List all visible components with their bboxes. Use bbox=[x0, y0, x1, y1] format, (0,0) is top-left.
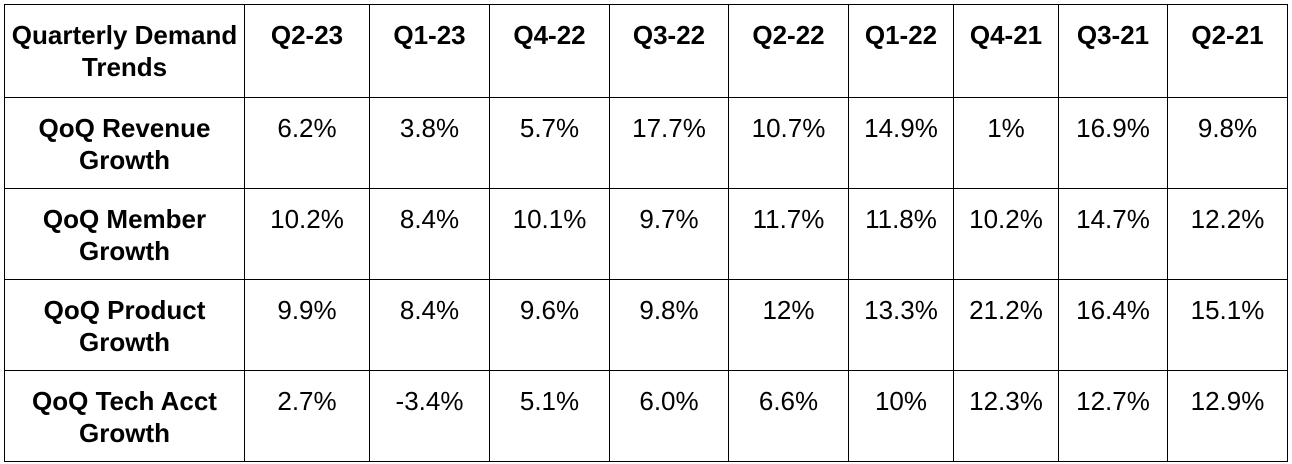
column-header: Q1-22 bbox=[848, 4, 954, 98]
table-row: QoQ Tech Acct Growth 2.7% -3.4% 5.1% 6.0… bbox=[4, 370, 1288, 462]
demand-trends-table-container: Quarterly Demand Trends Q2-23 Q1-23 Q4-2… bbox=[4, 4, 1288, 462]
table-cell: 10.2% bbox=[244, 188, 370, 280]
table-cell: 9.9% bbox=[244, 279, 370, 371]
table-cell: 9.8% bbox=[609, 279, 729, 371]
table-cell: 3.8% bbox=[369, 97, 490, 189]
table-row: QoQ Revenue Growth 6.2% 3.8% 5.7% 17.7% … bbox=[4, 97, 1288, 189]
table-cell: 16.4% bbox=[1058, 279, 1168, 371]
table-cell: 10.1% bbox=[489, 188, 610, 280]
table-cell: 6.2% bbox=[244, 97, 370, 189]
table-cell: 12.3% bbox=[953, 370, 1059, 462]
table-row: QoQ Product Growth 9.9% 8.4% 9.6% 9.8% 1… bbox=[4, 279, 1288, 371]
table-cell: 8.4% bbox=[369, 188, 490, 280]
column-header: Q4-21 bbox=[953, 4, 1059, 98]
table-cell: 9.8% bbox=[1167, 97, 1288, 189]
table-cell: 14.9% bbox=[848, 97, 954, 189]
row-label: QoQ Tech Acct Growth bbox=[4, 370, 245, 462]
table-cell: 9.7% bbox=[609, 188, 729, 280]
table-cell: 10.7% bbox=[728, 97, 849, 189]
column-header: Q4-22 bbox=[489, 4, 610, 98]
table-header-row: Quarterly Demand Trends Q2-23 Q1-23 Q4-2… bbox=[4, 4, 1288, 98]
table-cell: 21.2% bbox=[953, 279, 1059, 371]
table-cell: 14.7% bbox=[1058, 188, 1168, 280]
table-cell: -3.4% bbox=[369, 370, 490, 462]
table-cell: 11.8% bbox=[848, 188, 954, 280]
table-cell: 12.7% bbox=[1058, 370, 1168, 462]
column-header: Q3-21 bbox=[1058, 4, 1168, 98]
table-cell: 17.7% bbox=[609, 97, 729, 189]
table-cell: 15.1% bbox=[1167, 279, 1288, 371]
table-row: QoQ Member Growth 10.2% 8.4% 10.1% 9.7% … bbox=[4, 188, 1288, 280]
row-label: QoQ Revenue Growth bbox=[4, 97, 245, 189]
table-cell: 1% bbox=[953, 97, 1059, 189]
row-label: QoQ Product Growth bbox=[4, 279, 245, 371]
table-cell: 11.7% bbox=[728, 188, 849, 280]
table-cell: 13.3% bbox=[848, 279, 954, 371]
table-cell: 8.4% bbox=[369, 279, 490, 371]
table-cell: 12% bbox=[728, 279, 849, 371]
table-cell: 5.7% bbox=[489, 97, 610, 189]
table-cell: 2.7% bbox=[244, 370, 370, 462]
table-cell: 5.1% bbox=[489, 370, 610, 462]
corner-label: Quarterly Demand Trends bbox=[4, 4, 245, 98]
row-label: QoQ Member Growth bbox=[4, 188, 245, 280]
column-header: Q2-22 bbox=[728, 4, 849, 98]
table-cell: 10.2% bbox=[953, 188, 1059, 280]
demand-trends-table: Quarterly Demand Trends Q2-23 Q1-23 Q4-2… bbox=[4, 4, 1288, 462]
column-header: Q2-21 bbox=[1167, 4, 1288, 98]
table-cell: 6.0% bbox=[609, 370, 729, 462]
column-header: Q3-22 bbox=[609, 4, 729, 98]
table-cell: 16.9% bbox=[1058, 97, 1168, 189]
table-cell: 9.6% bbox=[489, 279, 610, 371]
column-header: Q2-23 bbox=[244, 4, 370, 98]
table-cell: 12.9% bbox=[1167, 370, 1288, 462]
table-cell: 10% bbox=[848, 370, 954, 462]
table-cell: 6.6% bbox=[728, 370, 849, 462]
table-cell: 12.2% bbox=[1167, 188, 1288, 280]
column-header: Q1-23 bbox=[369, 4, 490, 98]
